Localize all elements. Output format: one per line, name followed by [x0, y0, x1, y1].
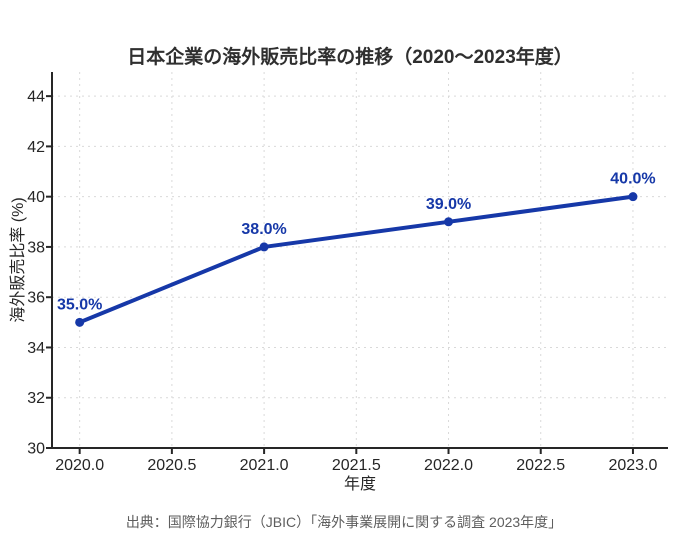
y-tick-label: 40 [27, 189, 45, 206]
data-point-label: 38.0% [241, 221, 286, 238]
y-tick-label: 34 [27, 340, 45, 357]
data-point [259, 242, 269, 252]
y-tick-label: 32 [27, 390, 45, 407]
source-caption: 出典：国際協力銀行（JBIC）「海外事業展開に関する調査 2023年度」 [125, 514, 563, 530]
series-line [77, 194, 635, 325]
x-axis-label: 年度 [343, 476, 377, 493]
x-tick-label: 2021.0 [240, 457, 289, 474]
y-tick-label: 36 [27, 290, 45, 307]
y-tick-label: 38 [27, 239, 45, 256]
x-tick-label: 2020.5 [147, 457, 196, 474]
y-tick-label: 44 [27, 89, 45, 106]
x-tick-label: 2021.5 [332, 457, 381, 474]
y-tick-label: 30 [27, 441, 45, 458]
y-tick-label: 42 [27, 139, 45, 156]
data-point-label: 35.0% [57, 296, 102, 313]
x-tick-label: 2020.0 [55, 457, 104, 474]
data-point-label: 40.0% [610, 171, 655, 188]
data-point [444, 217, 454, 227]
x-tick-label: 2022.0 [424, 457, 473, 474]
data-point-label: 39.0% [426, 196, 471, 213]
x-tick-label: 2023.0 [608, 457, 657, 474]
chart-title: 日本企業の海外販売比率の推移（2020〜2023年度） [127, 47, 573, 68]
data-point [628, 192, 638, 202]
data-point [75, 317, 85, 327]
x-tick-label: 2022.5 [516, 457, 565, 474]
